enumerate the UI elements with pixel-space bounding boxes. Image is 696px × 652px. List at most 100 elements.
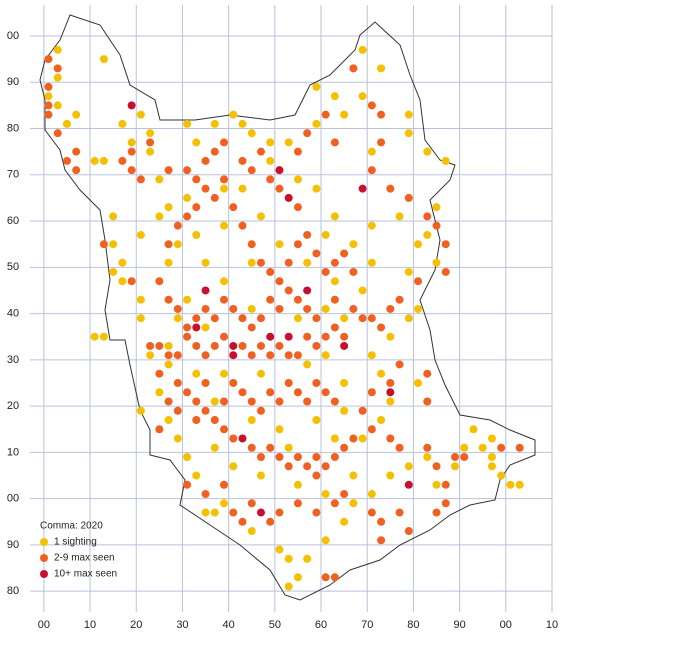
sighting-dot [220, 138, 229, 147]
sighting-dot [201, 490, 210, 499]
sighting-dot [238, 517, 247, 526]
sighting-dot [136, 295, 145, 304]
sighting-dot [303, 304, 312, 313]
sighting-dot [247, 304, 256, 313]
sighting-dot [229, 341, 238, 350]
sighting-dot [377, 415, 386, 424]
sighting-dot [358, 286, 367, 295]
sighting-dot [330, 397, 339, 406]
sighting-dot [44, 110, 53, 119]
sighting-dot [441, 156, 450, 165]
sighting-dot [349, 240, 358, 249]
sighting-dot [256, 147, 265, 156]
sighting-dot [284, 193, 293, 202]
sighting-dot [432, 462, 441, 471]
sighting-dot [173, 351, 182, 360]
sighting-dot [183, 119, 192, 128]
sighting-dot [349, 64, 358, 73]
sighting-dot [367, 388, 376, 397]
sighting-dot [155, 341, 164, 350]
sighting-dot [192, 230, 201, 239]
sighting-dot [303, 462, 312, 471]
sighting-dot [256, 508, 265, 517]
sighting-dot [164, 351, 173, 360]
sighting-dot [44, 55, 53, 64]
sighting-dot [469, 425, 478, 434]
x-tick-label: 00 [38, 619, 50, 631]
sighting-dot [340, 443, 349, 452]
sighting-dot [284, 378, 293, 387]
sighting-dot [441, 480, 450, 489]
sighting-dot [109, 240, 118, 249]
sighting-dot [229, 203, 238, 212]
sighting-dot [220, 295, 229, 304]
sighting-dot [404, 480, 413, 489]
sighting-dot [340, 378, 349, 387]
sighting-dot [377, 536, 386, 545]
sighting-dot [340, 314, 349, 323]
sighting-dot [312, 508, 321, 517]
sighting-dot [275, 453, 284, 462]
sighting-dot [367, 147, 376, 156]
sighting-dot [183, 295, 192, 304]
sighting-dot [386, 434, 395, 443]
sighting-dot [247, 415, 256, 424]
sighting-dot [358, 184, 367, 193]
sighting-dot [349, 499, 358, 508]
sighting-dot [349, 304, 358, 313]
sighting-dot [330, 212, 339, 221]
sighting-dot [220, 480, 229, 489]
sighting-dot [62, 119, 71, 128]
sighting-dot [220, 499, 229, 508]
y-tick-label: 20 [7, 400, 19, 412]
sighting-dot [423, 443, 432, 452]
sighting-dot [53, 101, 62, 110]
sighting-dot [210, 147, 219, 156]
sighting-dot [173, 314, 182, 323]
sighting-dot [312, 314, 321, 323]
sighting-dot [201, 156, 210, 165]
legend-marker [40, 538, 48, 546]
sighting-dot [404, 314, 413, 323]
sighting-dot [183, 212, 192, 221]
sighting-dot [238, 184, 247, 193]
sighting-dot [164, 203, 173, 212]
sighting-dot [312, 341, 321, 350]
sighting-dot [99, 240, 108, 249]
y-tick-label: 90 [7, 76, 19, 88]
sighting-dot [136, 406, 145, 415]
sighting-dot [404, 462, 413, 471]
sighting-dot [395, 443, 404, 452]
sighting-dot [377, 138, 386, 147]
sighting-dot [330, 499, 339, 508]
sighting-dot [312, 453, 321, 462]
sighting-dot [155, 425, 164, 434]
sighting-dot [330, 573, 339, 582]
sighting-dot [201, 286, 210, 295]
sighting-dot [487, 453, 496, 462]
sighting-dot [118, 258, 127, 267]
sighting-dot [321, 230, 330, 239]
y-tick-label: 40 [7, 307, 19, 319]
x-tick-label: 30 [176, 619, 188, 631]
sighting-dot [367, 490, 376, 499]
sighting-dot [44, 92, 53, 101]
sighting-dot [256, 369, 265, 378]
sighting-dot [284, 443, 293, 452]
sighting-dot [238, 221, 247, 230]
sighting-dot [247, 499, 256, 508]
sighting-dot [164, 295, 173, 304]
sighting-dot [321, 462, 330, 471]
sighting-dot [386, 471, 395, 480]
sighting-dot [293, 453, 302, 462]
sighting-dot [358, 92, 367, 101]
sighting-dot [164, 166, 173, 175]
sighting-dot [358, 434, 367, 443]
sighting-dot [293, 573, 302, 582]
sighting-dot [192, 138, 201, 147]
sighting-dot [229, 462, 238, 471]
sighting-dot [423, 369, 432, 378]
sighting-dot [173, 221, 182, 230]
sighting-dot [99, 332, 108, 341]
